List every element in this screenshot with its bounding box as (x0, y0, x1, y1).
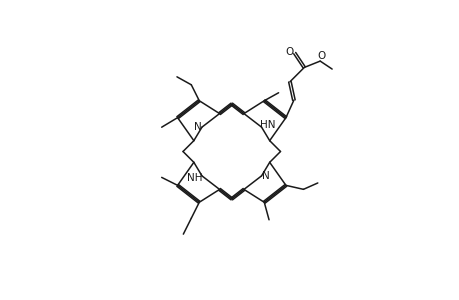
Text: O: O (285, 46, 292, 56)
Text: HN: HN (259, 120, 275, 130)
Text: NH: NH (187, 173, 202, 183)
Text: O: O (317, 50, 325, 61)
Text: N: N (261, 171, 269, 181)
Text: N: N (194, 122, 202, 132)
